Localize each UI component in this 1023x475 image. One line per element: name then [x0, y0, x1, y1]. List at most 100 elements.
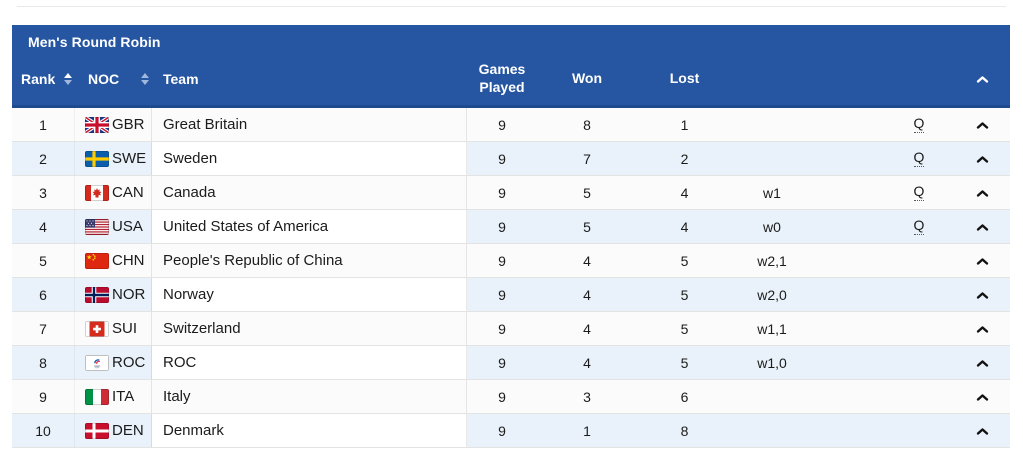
row-collapse-button[interactable]	[954, 108, 1010, 141]
lost-cell: 1	[680, 116, 689, 133]
won-cell: 7	[583, 150, 591, 167]
won-cell: 4	[583, 286, 591, 303]
noc-cell: ITA	[75, 380, 152, 413]
chevron-up-icon	[976, 253, 989, 269]
rank-cell: 2	[12, 142, 75, 175]
chevron-up-icon	[976, 389, 989, 405]
lost-cell: 2	[680, 150, 689, 167]
team-cell: Canada	[152, 176, 467, 209]
team-cell: Sweden	[152, 142, 467, 175]
qualified-marker[interactable]: Q	[913, 217, 925, 236]
spacer-cell	[812, 176, 884, 209]
spacer-cell	[812, 414, 884, 447]
column-header-won: Won	[571, 69, 603, 86]
rank-cell: 5	[12, 244, 75, 277]
spacer-cell	[812, 210, 884, 243]
qualified-cell	[884, 312, 954, 345]
spacer-cell	[812, 278, 884, 311]
qualified-marker[interactable]: Q	[913, 183, 925, 202]
row-collapse-button[interactable]	[954, 210, 1010, 243]
tiebreak-note-cell: w1,1	[757, 320, 787, 337]
qualified-cell	[884, 346, 954, 379]
flag-chn-icon	[85, 252, 109, 269]
team-cell: Norway	[152, 278, 467, 311]
lost-cell: 5	[680, 286, 689, 303]
table-row: 9 ITA Italy 9 3 6	[12, 380, 1010, 414]
team-cell: Great Britain	[152, 108, 467, 141]
tiebreak-note-cell	[732, 108, 812, 141]
sort-icon[interactable]	[62, 71, 74, 87]
row-collapse-button[interactable]	[954, 142, 1010, 175]
games-played-cell: 9	[498, 388, 506, 405]
tiebreak-note-cell: w1	[763, 184, 781, 201]
noc-code: CAN	[112, 184, 144, 201]
column-header-team: Team	[152, 71, 467, 87]
qualified-marker[interactable]: Q	[913, 115, 925, 134]
table-body: 1 GBR Great Britain 9 8 1 Q 2 SWE Sweden 9 7 2 Q 3 CAN C…	[12, 108, 1010, 448]
won-cell: 1	[583, 422, 591, 439]
noc-code: CHN	[112, 252, 145, 269]
table-row: 4 USA United States of America 9 5 4 w0 Q	[12, 210, 1010, 244]
noc-cell: CHN	[75, 244, 152, 277]
qualified-marker[interactable]: Q	[913, 149, 925, 168]
team-name: Switzerland	[163, 320, 241, 337]
chevron-up-icon	[976, 321, 989, 337]
flag-usa-icon	[85, 218, 109, 235]
noc-cell: USA	[75, 210, 152, 243]
spacer-cell	[812, 380, 884, 413]
won-cell: 5	[583, 184, 591, 201]
row-collapse-button[interactable]	[954, 414, 1010, 447]
rank-cell: 6	[12, 278, 75, 311]
noc-cell: ROC	[75, 346, 152, 379]
team-name: ROC	[163, 354, 197, 371]
chevron-up-icon	[976, 151, 989, 167]
games-played-cell: 9	[498, 184, 506, 201]
sort-icon[interactable]	[139, 71, 151, 87]
noc-cell: SUI	[75, 312, 152, 345]
row-collapse-button[interactable]	[954, 380, 1010, 413]
spacer-cell	[812, 312, 884, 345]
column-header-noc[interactable]: NOC	[75, 71, 152, 87]
flag-nor-icon	[85, 286, 109, 303]
table-row: 10 DEN Denmark 9 1 8	[12, 414, 1010, 448]
games-played-cell: 9	[498, 218, 506, 235]
flag-roc-icon	[85, 354, 109, 371]
lost-cell: 5	[680, 252, 689, 269]
games-played-cell: 9	[498, 150, 506, 167]
table-collapse-button[interactable]	[954, 71, 1010, 87]
rank-cell: 7	[12, 312, 75, 345]
table-row: 8 ROC ROC 9 4 5 w1,0	[12, 346, 1010, 380]
qualified-cell	[884, 380, 954, 413]
team-cell: Switzerland	[152, 312, 467, 345]
noc-cell: SWE	[75, 142, 152, 175]
flag-ita-icon	[85, 388, 109, 405]
column-header-rank[interactable]: Rank	[12, 71, 75, 87]
games-played-cell: 9	[498, 354, 506, 371]
team-cell: Denmark	[152, 414, 467, 447]
lost-cell: 5	[680, 354, 689, 371]
row-collapse-button[interactable]	[954, 346, 1010, 379]
column-label-team: Team	[163, 70, 199, 87]
standings-table: Men's Round Robin Rank NOC Team Games Pl…	[12, 25, 1010, 448]
team-name: Denmark	[163, 422, 224, 439]
won-cell: 4	[583, 320, 591, 337]
lost-cell: 8	[680, 422, 689, 439]
team-name: People's Republic of China	[163, 252, 343, 269]
row-collapse-button[interactable]	[954, 278, 1010, 311]
noc-code: SUI	[112, 320, 138, 337]
tiebreak-note-cell	[732, 142, 812, 175]
chevron-up-icon	[976, 219, 989, 235]
team-name: Norway	[163, 286, 214, 303]
row-collapse-button[interactable]	[954, 176, 1010, 209]
won-cell: 4	[583, 354, 591, 371]
spacer-cell	[812, 244, 884, 277]
lost-cell: 4	[680, 184, 689, 201]
noc-code: ROC	[112, 354, 146, 371]
qualified-cell	[884, 244, 954, 277]
column-header-lost: Lost	[669, 69, 700, 86]
rank-cell: 3	[12, 176, 75, 209]
row-collapse-button[interactable]	[954, 312, 1010, 345]
row-collapse-button[interactable]	[954, 244, 1010, 277]
column-label-noc: NOC	[88, 70, 120, 87]
flag-can-icon	[85, 184, 109, 201]
